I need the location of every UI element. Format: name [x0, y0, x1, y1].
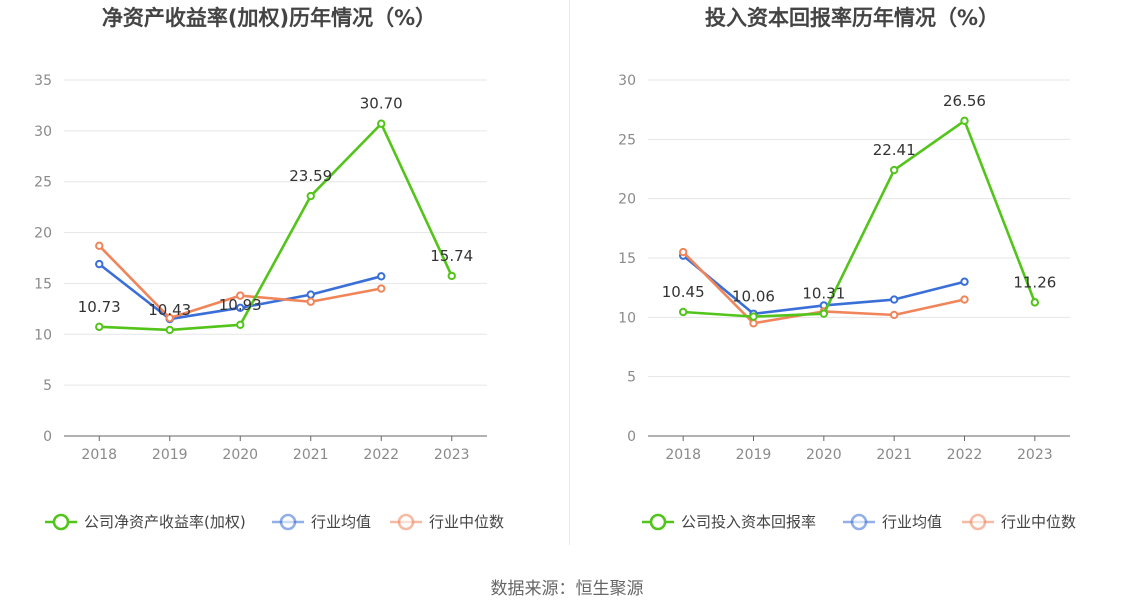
data-point	[236, 291, 245, 300]
data-label: 10.43	[148, 301, 191, 319]
data-label: 10.73	[78, 298, 121, 316]
legend-label: 行业中位数	[1001, 513, 1076, 531]
data-label: 11.26	[1013, 273, 1056, 291]
y-tick-label: 25	[618, 132, 636, 148]
legend-label: 行业中位数	[429, 513, 504, 531]
y-tick-label: 30	[34, 124, 52, 140]
data-point	[678, 307, 688, 317]
x-tick-label: 2021	[876, 447, 912, 463]
chart-title: 净资产收益率(加权)历年情况（%）	[102, 6, 436, 30]
x-tick-label: 2021	[293, 447, 329, 463]
data-point	[377, 272, 386, 281]
data-point	[377, 284, 386, 293]
data-point	[889, 295, 899, 304]
data-point	[306, 191, 315, 201]
data-point	[95, 259, 104, 269]
data-point	[749, 319, 758, 328]
legend-label: 公司投入资本回报率	[681, 513, 816, 531]
data-point	[165, 325, 174, 335]
x-tick-label: 2019	[736, 447, 772, 463]
data-point	[960, 116, 969, 126]
data-source: 数据来源：恒生聚源	[490, 579, 644, 599]
chart-title: 投入资本回报率历年情况（%）	[705, 6, 999, 30]
data-point	[306, 297, 315, 306]
legend-marker	[969, 513, 987, 531]
chart-roe: 净资产收益率(加权)历年情况（%） 0 5 10 15 20 25 30 35 2018 2019 2…	[0, 0, 567, 560]
y-tick-label: 25	[34, 175, 52, 191]
y-tick-label: 20	[34, 226, 52, 242]
legend-marker	[850, 513, 868, 531]
x-tick-label: 2019	[152, 447, 188, 463]
y-tick-label: 5	[627, 370, 636, 386]
data-point	[236, 303, 245, 313]
data-point	[749, 312, 758, 321]
data-point	[1030, 298, 1040, 307]
data-label: 23.59	[289, 167, 332, 185]
legend-marker	[649, 513, 667, 531]
x-tick-label: 2020	[222, 447, 258, 463]
legend-label: 公司净资产收益率(加权)	[84, 513, 246, 531]
data-point	[960, 277, 969, 286]
y-tick-label: 5	[43, 378, 52, 394]
y-tick-label: 10	[618, 310, 636, 326]
legend-marker	[52, 513, 70, 531]
data-point	[306, 290, 315, 299]
legend-marker	[397, 513, 415, 531]
data-label: 26.56	[943, 92, 986, 110]
data-point	[678, 247, 688, 257]
x-tick-label: 2023	[1017, 447, 1053, 463]
y-tick-label: 35	[34, 73, 52, 89]
x-tick-label: 2023	[434, 447, 470, 463]
data-point	[377, 119, 386, 128]
data-point	[95, 322, 104, 332]
series-line	[99, 122, 453, 332]
data-point	[236, 320, 245, 330]
data-label: 15.74	[430, 247, 473, 265]
data-point	[889, 310, 899, 320]
data-label: 22.41	[873, 141, 916, 159]
data-label: 10.93	[219, 296, 262, 314]
legend-label: 行业均值	[882, 513, 942, 531]
y-tick-label: 20	[618, 192, 636, 208]
data-label: 30.70	[360, 95, 403, 113]
data-label: 10.45	[662, 283, 705, 301]
data-point	[95, 241, 104, 250]
x-tick-label: 2022	[363, 447, 399, 463]
x-tick-label: 2018	[665, 447, 701, 463]
legend-marker	[279, 513, 297, 531]
x-tick-label: 2020	[806, 447, 842, 463]
data-point	[819, 309, 829, 318]
chart-svg: 投入资本回报率历年情况（%） 0 5 10 15 20 25 30 2018 2019 2020 20…	[618, 6, 1076, 531]
y-tick-label: 15	[618, 251, 636, 267]
legend-label: 行业均值	[311, 513, 371, 531]
data-label: 10.31	[802, 285, 845, 303]
data-point	[889, 165, 899, 175]
chart-roic: 投入资本回报率历年情况（%） 0 5 10 15 20 25 30 2018 2019 2020 20…	[567, 0, 1134, 560]
chart-svg: 净资产收益率(加权)历年情况（%） 0 5 10 15 20 25 30 35 2018 2019 2…	[34, 6, 504, 531]
x-tick-label: 2022	[947, 447, 983, 463]
panel-divider	[569, 0, 570, 545]
data-point	[447, 271, 456, 281]
y-tick-label: 0	[627, 429, 636, 445]
data-point	[165, 313, 174, 323]
series-line	[683, 119, 1037, 318]
data-label: 10.06	[732, 288, 775, 306]
y-tick-label: 15	[34, 276, 52, 292]
y-tick-label: 0	[43, 429, 52, 445]
data-point	[960, 295, 969, 304]
y-tick-label: 10	[34, 327, 52, 343]
y-tick-label: 30	[618, 73, 636, 89]
x-tick-label: 2018	[81, 447, 117, 463]
